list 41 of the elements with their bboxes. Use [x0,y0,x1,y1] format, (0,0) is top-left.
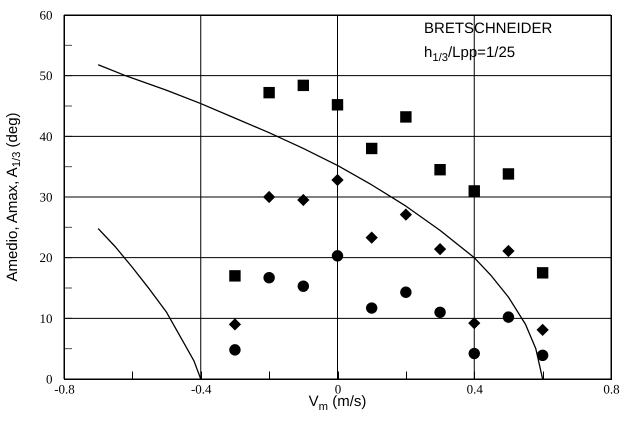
point [331,174,344,186]
point [502,244,515,258]
y-tick-label: 60 [40,8,52,22]
point [332,99,344,110]
point [263,86,275,98]
point [468,185,480,197]
point [263,272,275,284]
point [536,267,548,279]
point [366,302,378,314]
point [263,190,276,204]
y-tick-label: 40 [40,128,52,144]
y-tick-label: 30 [40,190,52,204]
point [434,306,446,318]
point [536,350,548,362]
point [400,286,412,298]
x-tick-label: -0.4 [190,382,212,396]
y-tick-label: 10 [40,310,52,326]
point [502,311,514,323]
y-tick-label: 20 [40,250,52,266]
point [298,280,310,292]
point [228,318,242,331]
x-tick-label: -0.8 [54,382,75,396]
point [297,194,310,206]
point [468,317,480,330]
point [366,232,378,244]
point [536,324,549,336]
point [229,270,241,282]
point [366,142,378,154]
x-tick-label: 0.4 [466,382,484,396]
y-tick-label: 50 [40,68,52,84]
point [400,208,412,221]
point [400,111,412,123]
point [332,250,344,262]
point [298,80,310,92]
point [229,344,241,356]
point [434,243,446,256]
y-tick-label: 0 [46,372,52,386]
point [502,168,514,180]
x-tick-label: 0.8 [603,382,620,396]
point [434,164,446,176]
point [468,348,480,360]
